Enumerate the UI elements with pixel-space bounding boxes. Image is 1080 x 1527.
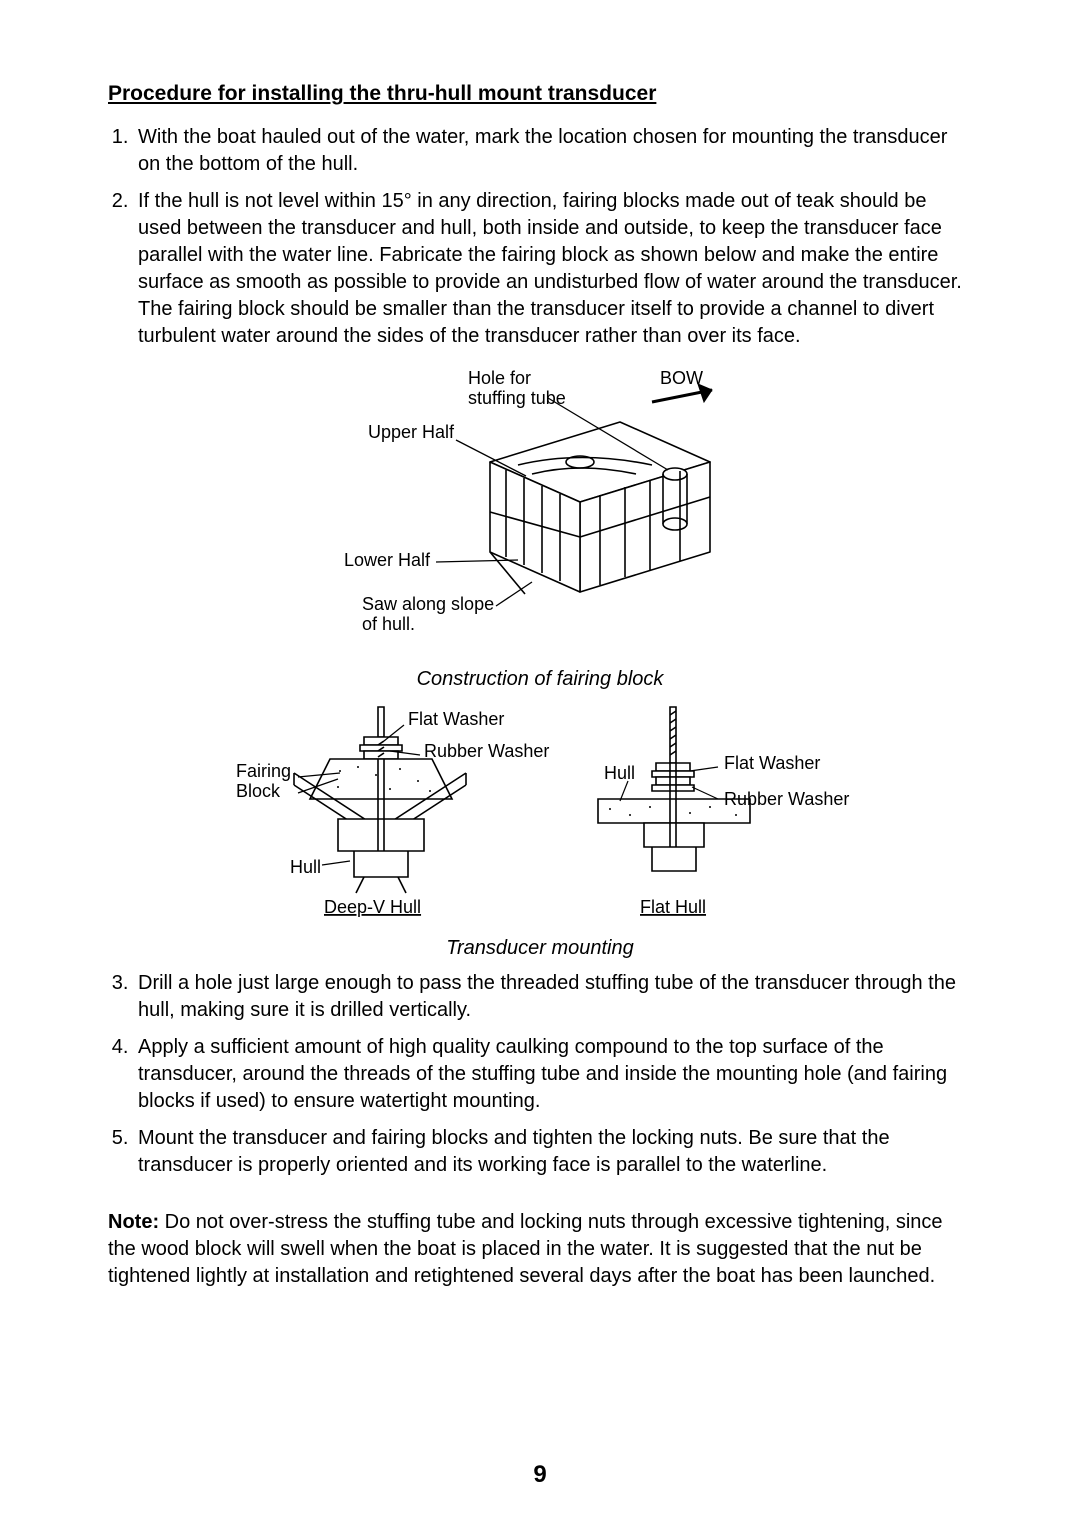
- fig2-left-hull: Hull: [290, 857, 321, 877]
- step-4: Apply a sufficient amount of high qualit…: [134, 1034, 972, 1115]
- procedure-steps-1: With the boat hauled out of the water, m…: [108, 124, 972, 350]
- step-2: If the hull is not level within 15° in a…: [134, 188, 972, 350]
- fig2-deepv-label: Deep-V Hull: [324, 897, 421, 917]
- fig2-right-flat-washer: Flat Washer: [724, 753, 820, 773]
- fig2-left-flat-washer: Flat Washer: [408, 709, 504, 729]
- fig2-left-fairing1: Fairing: [236, 761, 291, 781]
- note-label: Note:: [108, 1211, 159, 1233]
- figure-fairing-block: Hole for stuffing tube BOW Upper Half Lo…: [108, 362, 972, 662]
- step-1: With the boat hauled out of the water, m…: [134, 124, 972, 178]
- fig1-label-upper: Upper Half: [368, 422, 455, 442]
- fig1-label-bow: BOW: [660, 368, 703, 388]
- note-body: Do not over-stress the stuffing tube and…: [108, 1211, 943, 1287]
- figure-transducer-mounting: Flat Washer Rubber Washer Fairing Block …: [108, 701, 972, 931]
- note-paragraph: Note: Do not over-stress the stuffing tu…: [108, 1209, 972, 1290]
- fig2-left-rubber-washer: Rubber Washer: [424, 741, 549, 761]
- figure2-caption: Transducer mounting: [108, 937, 972, 960]
- fig1-label-lower: Lower Half: [344, 550, 431, 570]
- fig2-right-rubber-washer: Rubber Washer: [724, 789, 849, 809]
- fig2-flathull-label: Flat Hull: [640, 897, 706, 917]
- fairing-block-icon: [490, 422, 710, 594]
- section-title: Procedure for installing the thru-hull m…: [108, 82, 972, 106]
- step-3: Drill a hole just large enough to pass t…: [134, 970, 972, 1024]
- fig1-label-hole2: stuffing tube: [468, 388, 566, 408]
- fig2-right-hull: Hull: [604, 763, 635, 783]
- step-5: Mount the transducer and fairing blocks …: [134, 1125, 972, 1179]
- fig1-label-saw2: of hull.: [362, 614, 415, 634]
- fig2-left-fairing2: Block: [236, 781, 281, 801]
- procedure-steps-2: Drill a hole just large enough to pass t…: [108, 970, 972, 1179]
- figure1-caption: Construction of fairing block: [108, 668, 972, 691]
- page-number: 9: [0, 1461, 1080, 1489]
- fig1-label-saw1: Saw along slope: [362, 594, 494, 614]
- fig1-label-hole1: Hole for: [468, 368, 531, 388]
